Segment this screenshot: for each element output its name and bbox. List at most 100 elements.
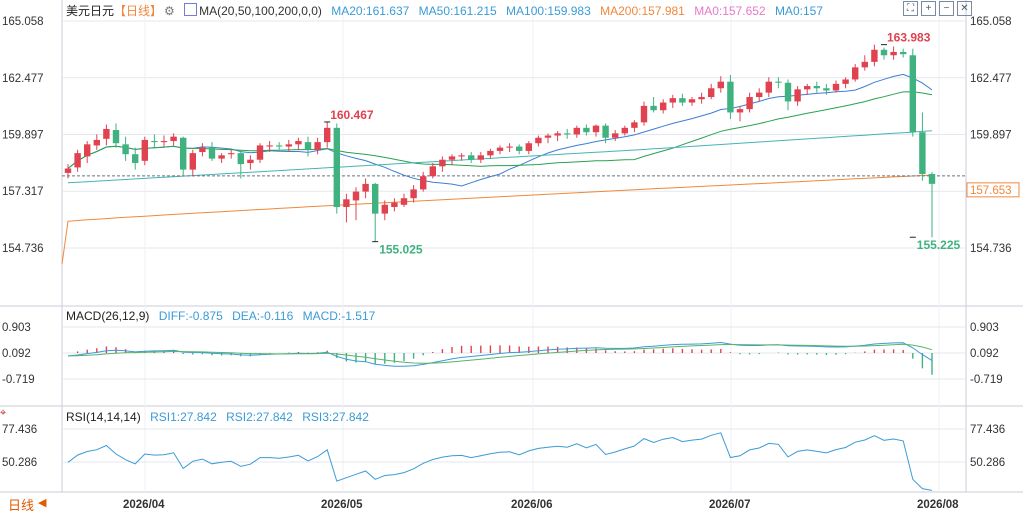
macd-dea-line (67, 343, 933, 364)
candle-body (93, 139, 100, 146)
candle-body (429, 166, 436, 177)
ma0a-value: MA0:157.652 (694, 4, 766, 18)
candle-body (199, 147, 206, 153)
crosshair-icon[interactable]: ⌖ (0, 407, 7, 419)
price-tick-right: 159.897 (970, 130, 1012, 142)
candle-body (141, 139, 148, 161)
price-tick-right: 154.736 (970, 243, 1012, 255)
ma20-line (67, 73, 933, 187)
macd-header: MACD(26,12,9) DIFF:-0.875 DEA:-0.116 MAC… (66, 309, 381, 323)
price-tick-left: 159.897 (2, 130, 44, 142)
rsi-tick-left: 50.286 (2, 457, 37, 469)
candle-body (160, 141, 168, 143)
ma100-line (67, 130, 933, 184)
price-tick-right: 165.058 (970, 16, 1012, 28)
bottom-period-label[interactable]: 日线 (8, 498, 35, 513)
candle-body (151, 141, 158, 143)
zoom-out-icon[interactable]: − (939, 1, 954, 16)
ma200-value: MA200:157.981 (600, 4, 685, 18)
x-tick-label: 2026/04 (123, 499, 165, 511)
candle-body (679, 98, 686, 103)
fit-icon[interactable]: ⛶ (903, 1, 918, 16)
macd-tick-left: -0.719 (2, 374, 35, 386)
candle-body (112, 130, 120, 144)
macd-value: MACD:-1.517 (302, 309, 376, 323)
macd-tick-left: 0.903 (2, 322, 31, 334)
candle-body (804, 86, 811, 90)
last-price-box (966, 182, 1020, 198)
macd-tick-right: -0.719 (970, 374, 1003, 386)
candle-body (554, 133, 561, 136)
candle-body (708, 88, 715, 98)
candle-body (237, 153, 244, 165)
candle-body (880, 49, 888, 56)
candle-body (823, 88, 830, 91)
gear-icon[interactable]: ⚙ (164, 4, 175, 18)
macd-dea: DEA:-0.116 (232, 309, 294, 323)
ma100-value: MA100:159.983 (506, 4, 591, 18)
candle-body (612, 133, 619, 138)
candle-body (871, 49, 878, 62)
candle-body (496, 147, 504, 151)
candle-body (631, 122, 638, 128)
candle-body (794, 89, 801, 102)
price-header: 美元日元【日线】 ⚙ MA(20,50,100,200,0,0) MA20:161… (66, 2, 829, 19)
candle-body (458, 155, 465, 157)
candle-body (717, 81, 724, 89)
candle-body (784, 82, 792, 102)
candle-body (189, 153, 196, 170)
high-annotation-1: 160.467 (330, 108, 374, 122)
candle-body (516, 146, 523, 151)
candle-body (304, 142, 312, 150)
candle-body (400, 198, 408, 205)
candle-body (650, 105, 657, 111)
ma-label: MA(20,50,100,200,0,0) (199, 4, 322, 18)
candle-body (592, 125, 600, 133)
candle-body (218, 155, 225, 159)
rsi-line (67, 432, 933, 491)
rsi1-value: RSI1:27.842 (150, 410, 217, 424)
candle-body (640, 105, 648, 123)
candle-body (544, 135, 552, 138)
candle-body (727, 81, 734, 113)
candle-body (381, 204, 388, 214)
candle-body (324, 127, 331, 143)
candle-body (756, 92, 763, 98)
zoom-in-icon[interactable]: + (921, 1, 936, 16)
candle-body (669, 98, 676, 103)
ma-config-icon[interactable] (184, 3, 198, 16)
symbol-label: 美元日元 (66, 4, 115, 18)
candle-body (919, 132, 926, 175)
candle-body (448, 156, 456, 160)
macd-tick-right: 0.903 (970, 322, 999, 334)
x-tick-label: 2026/07 (709, 499, 751, 511)
price-tick-right: 162.477 (970, 73, 1012, 85)
candle-body (468, 155, 475, 160)
candle-body (352, 191, 360, 201)
candle-body (928, 174, 936, 184)
prev-arrow-icon[interactable]: ◀ (38, 497, 47, 509)
price-tick-left: 157.317 (2, 186, 44, 198)
candle-body (506, 146, 513, 148)
price-tick-left: 165.058 (2, 16, 44, 28)
candle-body (698, 97, 705, 100)
rsi-tick-right: 50.286 (970, 457, 1005, 469)
low-annotation-2: 155.225 (917, 238, 961, 252)
last-price-label: 157.653 (970, 185, 1012, 197)
candle-body (180, 137, 187, 170)
candle-body (477, 155, 484, 160)
candle-body (208, 147, 216, 159)
price-tick-left: 162.477 (2, 73, 44, 85)
candle-body (736, 109, 744, 113)
period-label[interactable]: 【日线】 (114, 4, 163, 18)
candle-body (333, 127, 340, 208)
candle-body (660, 102, 667, 111)
candle-body (64, 168, 72, 173)
ma50-value: MA50:161.215 (418, 4, 497, 18)
candle-body (602, 125, 609, 138)
candle-body (852, 67, 859, 80)
candle-body (564, 133, 571, 135)
macd-tick-right: 0.092 (970, 348, 999, 360)
close-icon[interactable]: ✕ (957, 1, 972, 16)
